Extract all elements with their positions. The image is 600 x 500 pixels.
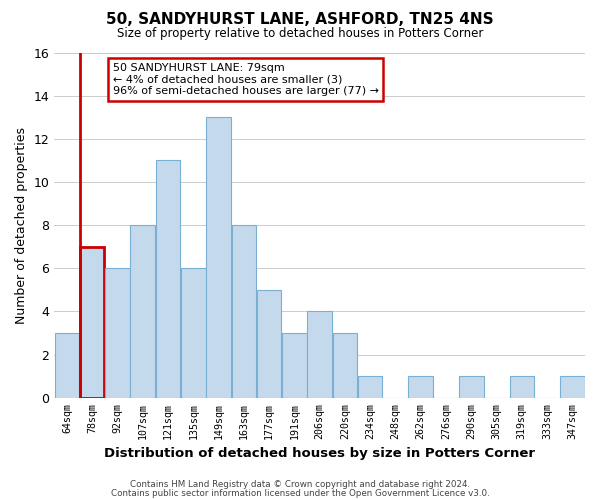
Bar: [560, 376, 584, 398]
Bar: [206, 117, 231, 398]
Bar: [55, 333, 79, 398]
Bar: [358, 376, 382, 398]
Bar: [307, 312, 332, 398]
Text: 50, SANDYHURST LANE, ASHFORD, TN25 4NS: 50, SANDYHURST LANE, ASHFORD, TN25 4NS: [106, 12, 494, 28]
Bar: [181, 268, 206, 398]
Text: Size of property relative to detached houses in Potters Corner: Size of property relative to detached ho…: [117, 28, 483, 40]
Bar: [156, 160, 180, 398]
Text: Contains HM Land Registry data © Crown copyright and database right 2024.: Contains HM Land Registry data © Crown c…: [130, 480, 470, 489]
Bar: [409, 376, 433, 398]
Bar: [80, 246, 104, 398]
Bar: [232, 225, 256, 398]
Bar: [509, 376, 534, 398]
Text: Contains public sector information licensed under the Open Government Licence v3: Contains public sector information licen…: [110, 488, 490, 498]
Text: 50 SANDYHURST LANE: 79sqm
← 4% of detached houses are smaller (3)
96% of semi-de: 50 SANDYHURST LANE: 79sqm ← 4% of detach…: [113, 63, 379, 96]
X-axis label: Distribution of detached houses by size in Potters Corner: Distribution of detached houses by size …: [104, 447, 535, 460]
Bar: [282, 333, 307, 398]
Bar: [459, 376, 484, 398]
Y-axis label: Number of detached properties: Number of detached properties: [15, 126, 28, 324]
Bar: [105, 268, 130, 398]
Bar: [257, 290, 281, 398]
Bar: [130, 225, 155, 398]
Bar: [332, 333, 357, 398]
